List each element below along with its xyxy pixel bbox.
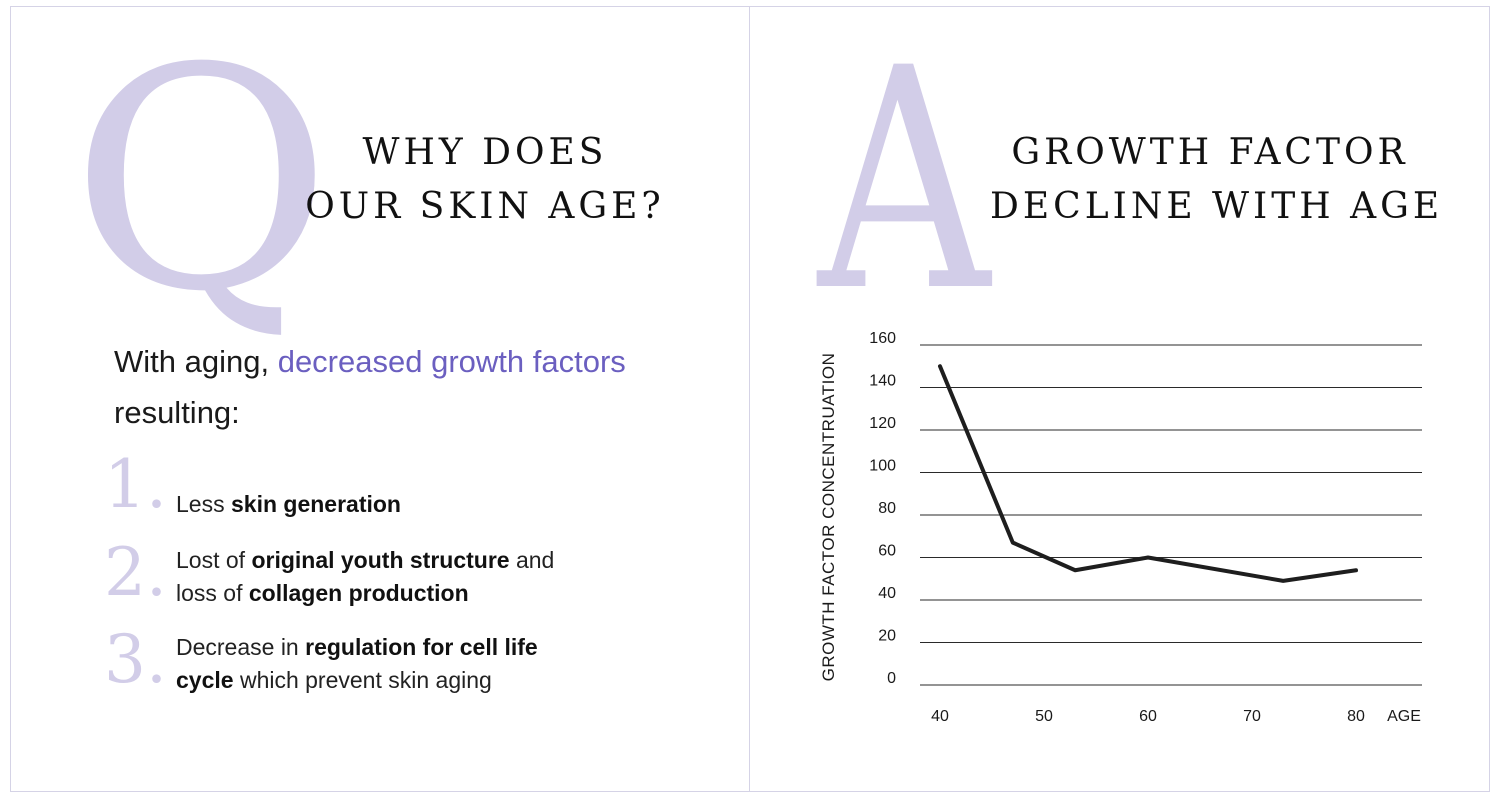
- intro-part1: With aging,: [114, 344, 278, 379]
- y-tick-label: 80: [878, 500, 896, 517]
- y-tick-label: 160: [869, 330, 896, 347]
- y-axis-label: GROWTH FACTOR CONCENTRUATION: [819, 353, 838, 682]
- list-item-line: Less skin generation: [176, 488, 401, 521]
- question-heading-line2: OUR SKIN AGE?: [305, 186, 665, 227]
- list-number: 2.: [104, 534, 167, 611]
- question-heading-line1: WHY DOES: [362, 132, 608, 173]
- x-axis-label: AGE: [1387, 708, 1421, 725]
- x-axis-ticks: 40 50 60 70 80: [931, 708, 1365, 725]
- y-tick-label: 20: [878, 628, 896, 645]
- question-letter: Q: [70, 3, 333, 358]
- intro-part2: resulting:: [114, 395, 240, 430]
- question-heading: WHY DOES OUR SKIN AGE?: [300, 126, 670, 234]
- y-tick-label: 120: [869, 415, 896, 432]
- emphasis-text: skin generation: [230, 491, 401, 517]
- answer-heading: GROWTH FACTOR DECLINE WITH AGE: [990, 126, 1444, 234]
- list-item-line: loss of collagen production: [176, 577, 554, 610]
- emphasis-text: regulation for cell life: [305, 634, 538, 660]
- y-tick-label: 100: [869, 458, 896, 475]
- emphasis-text: cycle: [176, 667, 234, 693]
- list-item-text: Decrease in regulation for cell life cycl…: [176, 631, 538, 697]
- emphasis-text: original youth structure: [251, 547, 510, 573]
- list-item-line: Lost of original youth structure and: [176, 544, 554, 577]
- x-tick-label: 50: [1035, 708, 1053, 725]
- y-tick-label: 0: [887, 670, 896, 687]
- body-text: Lost of: [176, 547, 252, 573]
- y-tick-label: 140: [869, 373, 896, 390]
- list-number: 3.: [104, 621, 167, 698]
- list-item-text: Lost of original youth structure and loss…: [176, 544, 554, 610]
- body-text: and: [509, 547, 555, 573]
- list-number: 1.: [104, 446, 167, 523]
- x-tick-label: 60: [1139, 708, 1157, 725]
- y-axis-ticks: 0 20 40 60 80 100 120 140 160: [869, 330, 896, 687]
- body-text: loss of: [176, 580, 249, 606]
- panel-divider: [749, 6, 750, 792]
- intro-text: With aging, decreased growth factors res…: [114, 336, 634, 438]
- body-text: Decrease in: [176, 634, 306, 660]
- list-item-line: Decrease in regulation for cell life: [176, 631, 538, 664]
- list-item-line: cycle which prevent skin aging: [176, 664, 538, 697]
- answer-letter: A: [818, 3, 990, 358]
- intro-accent: decreased growth factors: [277, 344, 626, 379]
- y-tick-label: 60: [878, 543, 896, 560]
- growth-factor-chart: 0 20 40 60 80 100 120 140 160 40 50 60 70 80 AGE GRO…: [819, 330, 1422, 725]
- series-line: [938, 364, 1358, 583]
- list-item-text: Less skin generation: [176, 488, 401, 521]
- page-frame: [10, 6, 1490, 792]
- answer-heading-line2: DECLINE WITH AGE: [990, 186, 1444, 227]
- y-tick-label: 40: [878, 585, 896, 602]
- x-tick-label: 40: [931, 708, 949, 725]
- body-text: Less: [176, 491, 231, 517]
- chart-gridlines: [920, 344, 1422, 686]
- chart-series: [938, 364, 1358, 583]
- x-tick-label: 70: [1243, 708, 1261, 725]
- x-tick-label: 80: [1347, 708, 1365, 725]
- emphasis-text: collagen production: [248, 580, 469, 606]
- answer-heading-line1: GROWTH FACTOR: [1011, 132, 1409, 173]
- body-text: which prevent skin aging: [233, 667, 492, 693]
